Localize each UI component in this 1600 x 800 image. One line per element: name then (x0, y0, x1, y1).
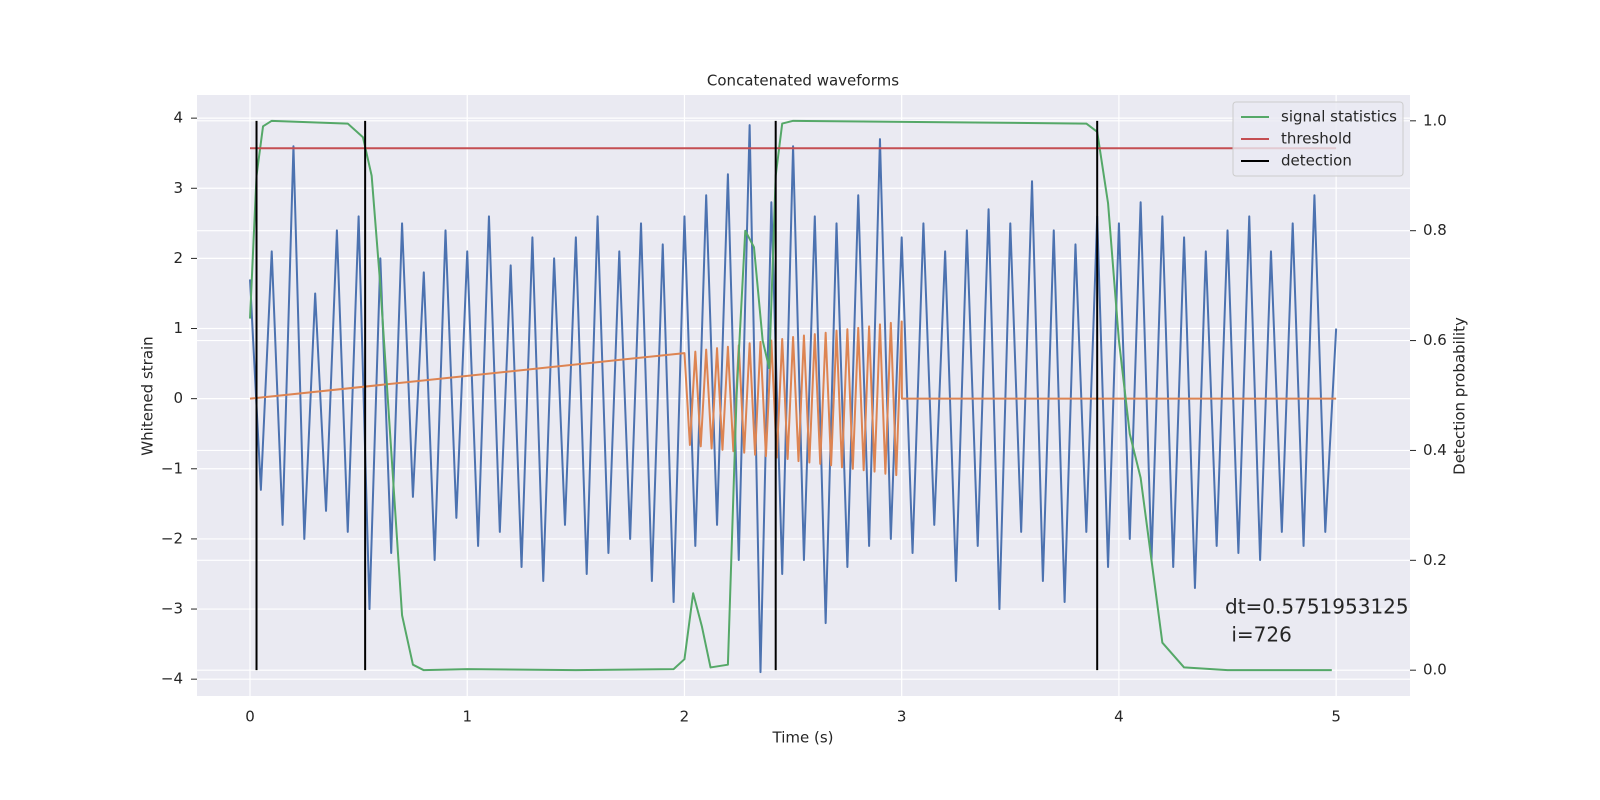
annotation: dt=0.5751953125 (1225, 595, 1409, 619)
y-tick-label: 2 (173, 249, 183, 267)
x-tick-label: 5 (1331, 708, 1341, 726)
y-tick-label: −4 (161, 670, 183, 688)
series-line (249, 320, 1337, 477)
y-tick-label: −2 (161, 529, 183, 547)
y2-tick-label: 1.0 (1423, 111, 1447, 129)
y2-tick-label: 0.6 (1423, 331, 1447, 349)
y2-tick-label: 0.8 (1423, 221, 1447, 239)
y-tick-label: 3 (173, 179, 183, 197)
x-tick-label: 2 (680, 708, 690, 726)
plot-area (197, 95, 1410, 696)
annotation: i=726 (1225, 623, 1292, 647)
chart-title: Concatenated waveforms (707, 72, 899, 90)
y2-axis-label: Detection probability (1451, 317, 1469, 475)
y2-tick-label: 0.0 (1423, 661, 1447, 679)
legend-label: signal statistics (1281, 108, 1397, 126)
x-axis-label: Time (s) (772, 729, 834, 747)
x-tick-label: 4 (1114, 708, 1124, 726)
y2-tick-label: 0.2 (1423, 551, 1447, 569)
x-tick-label: 1 (462, 708, 472, 726)
x-tick-label: 0 (245, 708, 255, 726)
y-axis-label: Whitened strain (139, 336, 157, 455)
y-tick-label: 1 (173, 319, 183, 337)
x-tick-label: 3 (897, 708, 907, 726)
y-tick-label: 0 (173, 389, 183, 407)
legend-label: threshold (1281, 130, 1352, 148)
y2-tick-label: 0.4 (1423, 441, 1447, 459)
y-tick-label: −3 (161, 600, 183, 618)
series-line (249, 119, 1332, 672)
y-tick-label: −1 (161, 459, 183, 477)
y-tick-label: 4 (173, 109, 183, 127)
series-line (249, 124, 1338, 674)
legend (1232, 101, 1404, 177)
legend-label: detection (1281, 152, 1352, 170)
